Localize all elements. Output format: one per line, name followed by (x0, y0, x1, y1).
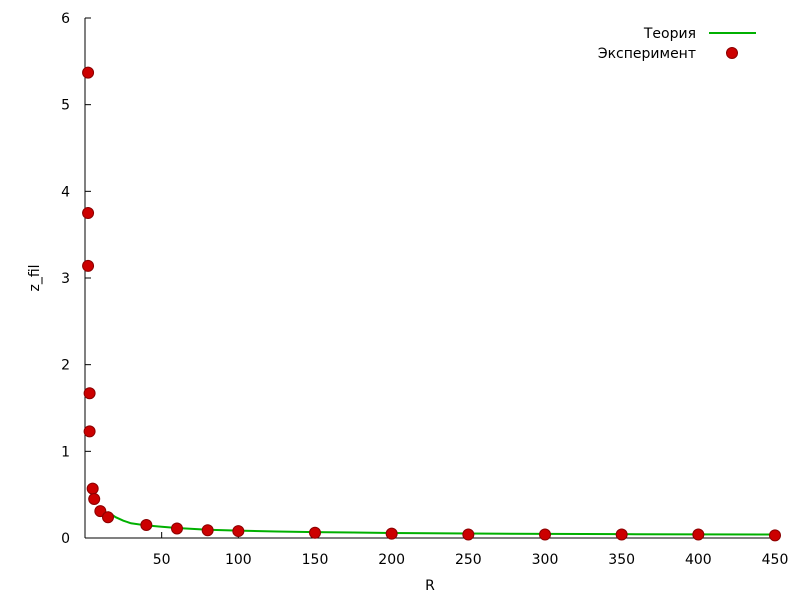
data-point-experiment (692, 528, 705, 541)
data-point-experiment (102, 511, 114, 524)
data-point-experiment (201, 524, 214, 537)
legend-swatch-experiment (726, 47, 738, 59)
x-tick-label: 450 (762, 552, 789, 568)
y-tick-label: 6 (61, 11, 70, 27)
data-point-experiment (171, 522, 183, 535)
data-point-experiment (385, 527, 398, 540)
data-point-experiment (615, 528, 628, 541)
y-tick-label: 5 (61, 98, 70, 114)
data-point-experiment (140, 519, 153, 531)
x-axis-label: R (425, 578, 435, 594)
data-point-experiment (462, 528, 475, 541)
x-tick-label: 250 (455, 552, 482, 568)
x-tick-label: 50 (153, 552, 171, 568)
data-point-experiment (83, 425, 96, 438)
y-tick-label: 4 (61, 184, 70, 200)
x-ticks: 50 100 150 200 250 300 350 400 450 (153, 532, 789, 568)
data-point-experiment (82, 259, 95, 272)
x-tick-label: 100 (225, 552, 252, 568)
data-point-experiment (88, 493, 101, 505)
y-axis-label: z_fil (27, 264, 43, 291)
legend-label-theory: Теория (643, 26, 696, 42)
y-tick-label: 0 (61, 531, 70, 547)
series-layer (82, 66, 781, 542)
y-tick-label: 2 (61, 358, 70, 374)
x-tick-label: 350 (608, 552, 635, 568)
legend-label-experiment: Эксперимент (598, 46, 696, 62)
data-point-experiment (769, 529, 781, 542)
chart-axes (84, 18, 775, 539)
x-tick-label: 200 (378, 552, 405, 568)
data-point-experiment (309, 526, 321, 539)
data-point-experiment (86, 482, 99, 495)
y-tick-label: 1 (61, 444, 70, 460)
x-tick-label: 300 (532, 552, 559, 568)
x-tick-label: 150 (302, 552, 329, 568)
data-point-experiment (83, 387, 96, 400)
legend: Теория Эксперимент (598, 26, 756, 62)
x-tick-label: 400 (685, 552, 712, 568)
data-point-experiment (539, 528, 551, 541)
y-tick-label: 3 (61, 271, 70, 287)
data-point-experiment (82, 66, 95, 79)
data-point-experiment (82, 207, 95, 219)
data-point-experiment (232, 525, 245, 538)
y-ticks: 0 1 2 3 4 5 6 (61, 11, 91, 547)
